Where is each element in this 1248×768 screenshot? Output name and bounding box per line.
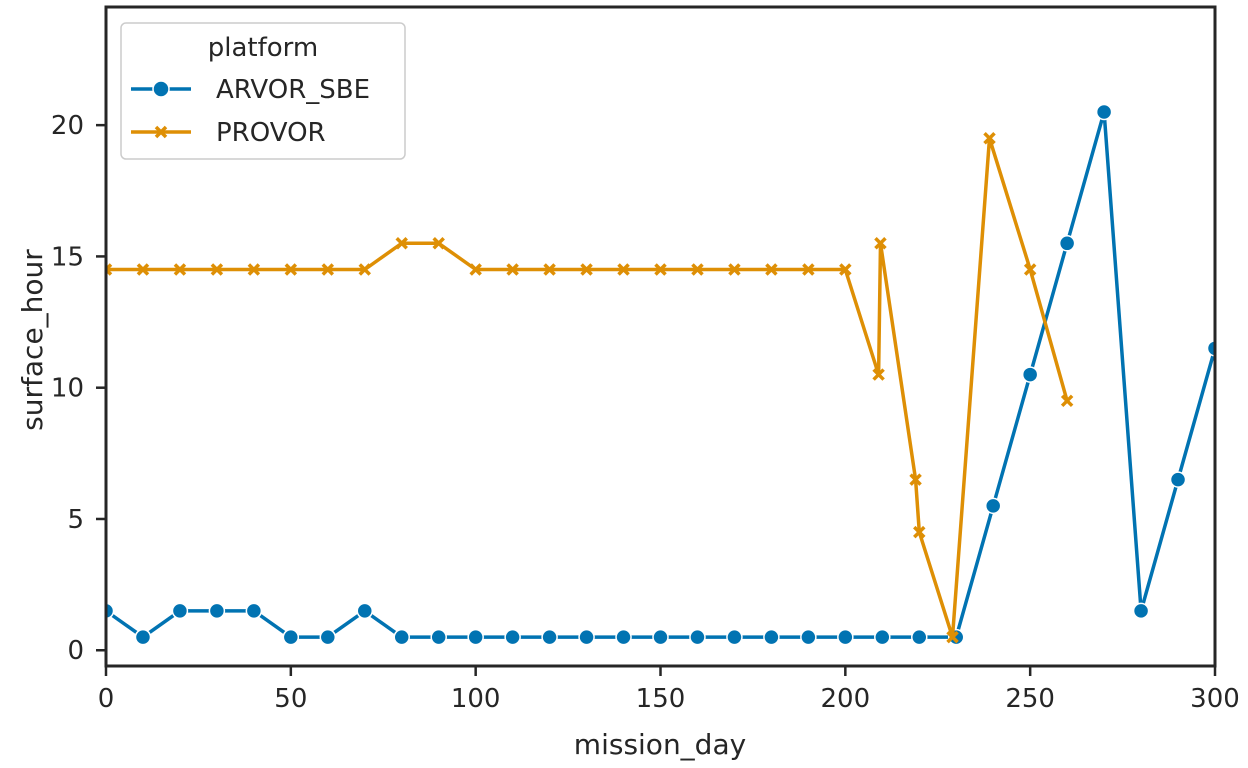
- data-point: [654, 263, 667, 276]
- series-line-provor: [106, 136, 1069, 639]
- data-point: [800, 628, 817, 646]
- data-point: [913, 525, 926, 539]
- data-point: [872, 368, 885, 381]
- data-point: [467, 628, 484, 646]
- data-point: [909, 473, 922, 486]
- data-point: [541, 628, 558, 646]
- data-point: [765, 263, 778, 276]
- data-point: [210, 263, 224, 276]
- data-point: [321, 263, 335, 276]
- legend-marker-arvor: [152, 80, 170, 98]
- data-point: [432, 237, 445, 250]
- data-point: [1132, 602, 1150, 620]
- data-point: [1095, 103, 1113, 121]
- x-tick-label: 300: [1190, 684, 1240, 714]
- data-point: [506, 263, 519, 276]
- data-point: [1060, 394, 1074, 408]
- data-point: [691, 263, 704, 276]
- data-point: [284, 263, 298, 276]
- legend-label-provor: PROVOR: [216, 118, 326, 148]
- data-point: [208, 602, 226, 620]
- data-point: [615, 628, 632, 646]
- y-tick-label: 5: [67, 505, 84, 535]
- data-point: [395, 237, 408, 250]
- legend: platform ARVOR_SBE PROVOR: [120, 22, 406, 160]
- data-point: [469, 263, 482, 276]
- data-point: [356, 602, 374, 620]
- data-point: [245, 602, 263, 620]
- data-point: [726, 628, 743, 646]
- legend-x-icon: [154, 125, 168, 139]
- y-tick-label: 0: [67, 636, 84, 666]
- series-line-arvor_sbe: [106, 110, 1215, 639]
- legend-title: platform: [208, 33, 318, 63]
- x-tick-label: 250: [1005, 684, 1055, 714]
- legend-box: [120, 22, 406, 160]
- data-point: [1169, 471, 1187, 488]
- data-point: [763, 628, 780, 646]
- y-axis-label: surface_hour: [16, 249, 49, 431]
- x-axis-label: mission_day: [574, 728, 746, 761]
- data-point: [358, 263, 372, 276]
- data-point: [543, 263, 556, 276]
- data-point: [983, 132, 996, 145]
- data-point: [946, 630, 959, 644]
- x-tick-label: 0: [98, 684, 115, 714]
- data-point: [1023, 263, 1037, 276]
- data-point: [1058, 235, 1076, 252]
- x-tick-label: 200: [821, 684, 871, 714]
- data-point: [689, 628, 706, 646]
- legend-marker-provor: [154, 125, 168, 139]
- y-tick-label: 15: [51, 242, 84, 272]
- x-tick-label: 50: [274, 684, 307, 714]
- y-tick-label: 20: [51, 111, 84, 141]
- data-point: [136, 263, 150, 276]
- x-axis: 0 50 100 150 200 250 300: [98, 666, 1240, 714]
- series-layer: [106, 103, 1215, 646]
- data-point: [504, 628, 521, 646]
- data-point: [578, 628, 595, 646]
- data-point: [1206, 340, 1215, 357]
- data-point: [874, 628, 891, 646]
- data-point: [393, 628, 410, 646]
- data-point: [319, 628, 337, 646]
- data-point: [617, 263, 630, 276]
- data-point: [580, 263, 593, 276]
- data-point: [171, 602, 189, 620]
- data-point: [652, 628, 669, 646]
- legend-label-arvor: ARVOR_SBE: [216, 75, 370, 105]
- data-point: [728, 263, 741, 276]
- data-point: [173, 263, 187, 276]
- data-point: [911, 628, 928, 646]
- data-point: [430, 628, 447, 646]
- data-point: [984, 497, 1002, 515]
- y-tick-label: 10: [51, 374, 84, 404]
- y-axis: 0 5 10 15 20: [51, 111, 106, 666]
- data-point: [106, 263, 113, 276]
- data-point: [839, 263, 852, 276]
- data-point: [1021, 366, 1039, 383]
- data-point: [802, 263, 815, 276]
- data-point: [282, 628, 300, 646]
- x-tick-label: 150: [636, 684, 686, 714]
- data-point: [874, 237, 887, 250]
- data-point: [106, 602, 115, 620]
- data-point: [247, 263, 261, 276]
- x-tick-label: 100: [451, 684, 501, 714]
- data-point: [837, 628, 854, 646]
- data-point: [134, 628, 152, 646]
